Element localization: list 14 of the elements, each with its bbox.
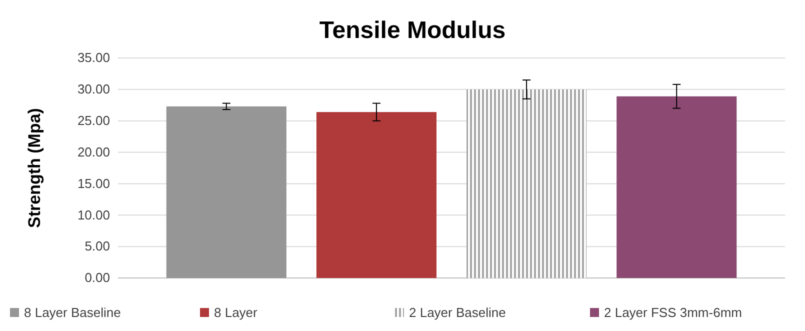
legend-label: 2 Layer FSS 3mm-6mm (604, 305, 742, 320)
y-tick-label: 20.00 (77, 144, 110, 160)
y-tick-label: 35.00 (77, 50, 110, 66)
y-tick-label: 5.00 (84, 238, 110, 254)
y-tick-label: 30.00 (77, 82, 110, 97)
y-tick-label: 0.00 (84, 270, 110, 286)
legend-label: 8 Layer Baseline (24, 305, 121, 320)
y-axis-title: Strength (Mpa) (25, 108, 44, 228)
legend-label: 2 Layer Baseline (409, 305, 506, 320)
chart-title: Tensile Modulus (319, 17, 506, 44)
y-tick-label: 25.00 (77, 113, 110, 128)
y-tick-label: 15.00 (77, 176, 110, 191)
legend-label: 8 Layer (214, 305, 258, 320)
y-tick-label: 10.00 (77, 207, 110, 222)
